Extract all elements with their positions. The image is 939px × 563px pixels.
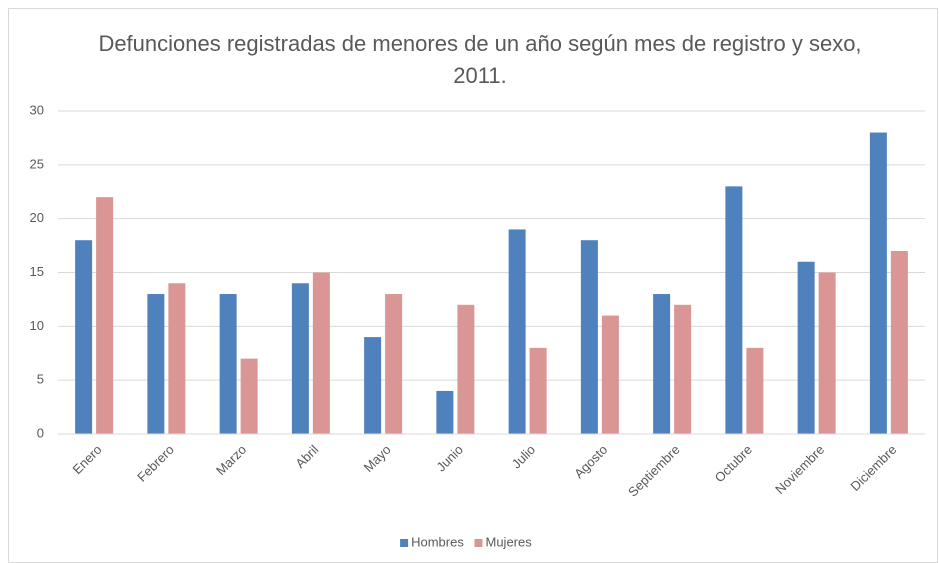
bar [291, 283, 309, 434]
bar [457, 304, 475, 434]
bar [508, 229, 526, 434]
bar [869, 132, 887, 435]
bar [797, 261, 815, 434]
bar [725, 186, 743, 434]
y-tick-label: 30 [30, 102, 44, 117]
bar [653, 294, 671, 434]
bar [168, 283, 186, 434]
y-tick-label: 5 [37, 372, 44, 387]
bar [818, 272, 836, 434]
bar [529, 347, 547, 434]
bar [312, 272, 330, 434]
bar [890, 250, 908, 434]
bar [385, 294, 403, 434]
bar [601, 315, 619, 434]
bar [364, 337, 382, 434]
chart-frame [8, 8, 938, 563]
bar [674, 304, 692, 434]
legend-swatch [474, 539, 483, 547]
y-tick-label: 10 [30, 318, 44, 333]
bar [240, 358, 258, 434]
bar [96, 197, 114, 434]
bar [75, 240, 93, 434]
y-tick-label: 0 [37, 425, 44, 440]
y-tick-label: 25 [30, 156, 44, 171]
legend-label: Mujeres [486, 534, 533, 549]
bar [580, 240, 598, 434]
y-tick-label: 15 [30, 264, 44, 279]
bar [436, 390, 454, 434]
legend-label: Hombres [411, 534, 464, 549]
bar [219, 294, 237, 434]
bar [746, 347, 764, 434]
legend-swatch [400, 539, 409, 547]
chart-title: Defunciones registradas de menores de un… [98, 31, 862, 88]
y-tick-label: 20 [30, 210, 44, 225]
bar [147, 294, 165, 434]
